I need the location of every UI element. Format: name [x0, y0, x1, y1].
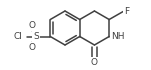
Text: O: O — [29, 21, 36, 30]
Text: F: F — [124, 7, 129, 16]
Text: O: O — [91, 58, 98, 67]
Text: O: O — [29, 43, 36, 52]
Text: Cl: Cl — [13, 32, 22, 41]
Text: S: S — [33, 32, 39, 41]
Text: NH: NH — [111, 32, 125, 41]
